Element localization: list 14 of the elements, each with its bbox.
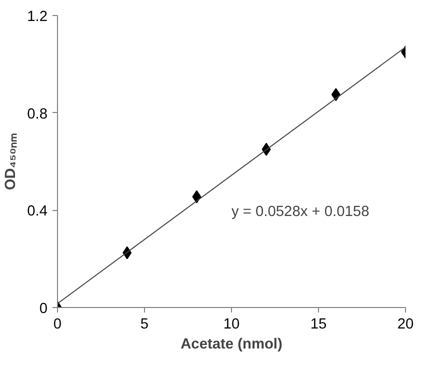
y-tick-label: 0.8 xyxy=(27,106,48,122)
y-tick-label: 0.4 xyxy=(27,204,48,220)
x-tick-label: 10 xyxy=(223,316,240,332)
x-tick-label: 15 xyxy=(310,316,327,332)
x-axis-title: Acetate (nmol) xyxy=(180,336,283,352)
y-axis-title: OD₄₅₀ₙₘ xyxy=(3,132,20,190)
x-tick-label: 5 xyxy=(140,316,149,332)
point xyxy=(331,88,340,102)
x-tick-label: 20 xyxy=(397,316,414,332)
point xyxy=(192,190,202,204)
annotation: y = 0.0528x + 0.0158 xyxy=(232,204,370,220)
y-tick-label: 0 xyxy=(39,301,48,317)
x-tick-label: 0 xyxy=(53,316,62,332)
y-tick-label: 1.2 xyxy=(27,9,48,25)
